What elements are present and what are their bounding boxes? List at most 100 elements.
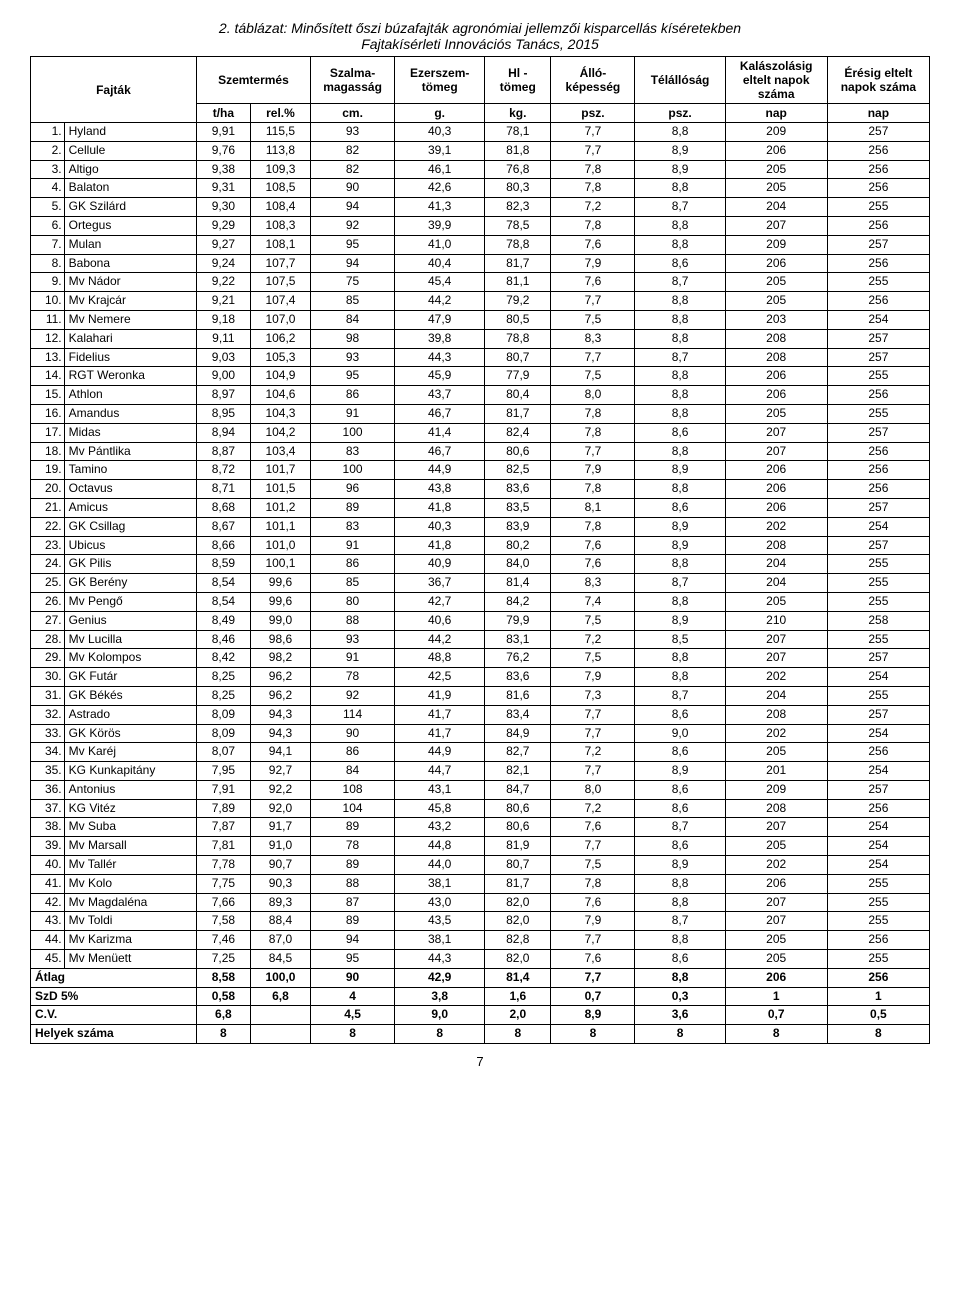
cell-sz: 82 bbox=[311, 141, 395, 160]
cell-er: 256 bbox=[827, 386, 929, 405]
cell-ka: 208 bbox=[725, 329, 827, 348]
cell-te: 8,6 bbox=[635, 423, 725, 442]
cell-te: 3,6 bbox=[635, 1006, 725, 1025]
cell-rel: 104,2 bbox=[250, 423, 310, 442]
cell-rel: 99,6 bbox=[250, 574, 310, 593]
table-row: 1.Hyland9,91115,59340,378,17,78,8209257 bbox=[31, 123, 930, 142]
cell-te: 8,6 bbox=[635, 254, 725, 273]
cell-er: 254 bbox=[827, 837, 929, 856]
table-row: 16.Amandus8,95104,39146,781,77,88,820525… bbox=[31, 404, 930, 423]
cell-rel bbox=[250, 1025, 310, 1044]
cell-hl: 81,7 bbox=[485, 874, 551, 893]
cell-ka: 206 bbox=[725, 386, 827, 405]
cell-te: 8,8 bbox=[635, 555, 725, 574]
row-name: Mv Pengő bbox=[64, 592, 196, 611]
row-num: 21. bbox=[31, 498, 65, 517]
cell-ka: 202 bbox=[725, 724, 827, 743]
cell-tha: 8,46 bbox=[196, 630, 250, 649]
cell-sz: 88 bbox=[311, 611, 395, 630]
row-name: Hyland bbox=[64, 123, 196, 142]
cell-al: 8,1 bbox=[551, 498, 635, 517]
cell-hl: 81,7 bbox=[485, 404, 551, 423]
title-block: 2. táblázat: Minősített őszi búzafajták … bbox=[30, 20, 930, 52]
cell-ka: 207 bbox=[725, 630, 827, 649]
cell-er: 255 bbox=[827, 198, 929, 217]
cell-ka: 207 bbox=[725, 893, 827, 912]
cell-al: 8,3 bbox=[551, 574, 635, 593]
cell-ez: 41,3 bbox=[395, 198, 485, 217]
cell-ka: 206 bbox=[725, 968, 827, 987]
table-row: 29.Mv Kolompos8,4298,29148,876,27,58,820… bbox=[31, 649, 930, 668]
cell-hl: 79,9 bbox=[485, 611, 551, 630]
table-row: 7.Mulan9,27108,19541,078,87,68,8209257 bbox=[31, 235, 930, 254]
row-name: Mv Karéj bbox=[64, 743, 196, 762]
cell-er: 257 bbox=[827, 123, 929, 142]
cell-tha: 7,46 bbox=[196, 931, 250, 950]
row-name: Cellule bbox=[64, 141, 196, 160]
row-num: 44. bbox=[31, 931, 65, 950]
cell-te: 8,8 bbox=[635, 292, 725, 311]
cell-hl: 79,2 bbox=[485, 292, 551, 311]
row-name: Astrado bbox=[64, 705, 196, 724]
row-num: 16. bbox=[31, 404, 65, 423]
cell-tha: 8,54 bbox=[196, 574, 250, 593]
row-name: GK Békés bbox=[64, 686, 196, 705]
cell-sz: 8 bbox=[311, 1025, 395, 1044]
cell-tha: 9,18 bbox=[196, 310, 250, 329]
row-num: 40. bbox=[31, 856, 65, 875]
cell-er: 255 bbox=[827, 574, 929, 593]
cell-hl: 82,0 bbox=[485, 912, 551, 931]
cell-tha: 8,25 bbox=[196, 686, 250, 705]
cell-ez: 41,4 bbox=[395, 423, 485, 442]
cell-rel: 96,2 bbox=[250, 686, 310, 705]
cell-al: 7,6 bbox=[551, 893, 635, 912]
cell-ka: 205 bbox=[725, 160, 827, 179]
row-name: GK Szilárd bbox=[64, 198, 196, 217]
table-row: 42.Mv Magdaléna7,6689,38743,082,07,68,82… bbox=[31, 893, 930, 912]
table-row: 30.GK Futár8,2596,27842,583,67,98,820225… bbox=[31, 668, 930, 687]
cell-rel: 108,1 bbox=[250, 235, 310, 254]
cell-sz: 75 bbox=[311, 273, 395, 292]
cell-hl: 84,9 bbox=[485, 724, 551, 743]
cell-ez: 39,1 bbox=[395, 141, 485, 160]
cell-tha: 9,38 bbox=[196, 160, 250, 179]
cell-ez: 47,9 bbox=[395, 310, 485, 329]
cell-hl: 80,7 bbox=[485, 856, 551, 875]
cell-te: 8,5 bbox=[635, 630, 725, 649]
row-name: KG Vitéz bbox=[64, 799, 196, 818]
row-num: 2. bbox=[31, 141, 65, 160]
table-row: 8.Babona9,24107,79440,481,77,98,6206256 bbox=[31, 254, 930, 273]
cell-sz: 94 bbox=[311, 198, 395, 217]
cell-hl: 8 bbox=[485, 1025, 551, 1044]
hdr-szemtermes: Szemtermés bbox=[196, 57, 310, 104]
row-num: 45. bbox=[31, 950, 65, 969]
cell-ka: 204 bbox=[725, 574, 827, 593]
cell-ka: 204 bbox=[725, 686, 827, 705]
table-row: 5.GK Szilárd9,30108,49441,382,37,28,7204… bbox=[31, 198, 930, 217]
cell-al: 8 bbox=[551, 1025, 635, 1044]
cell-ez: 42,7 bbox=[395, 592, 485, 611]
cell-hl: 80,6 bbox=[485, 799, 551, 818]
cell-sz: 86 bbox=[311, 386, 395, 405]
cell-ez: 40,6 bbox=[395, 611, 485, 630]
unit-g: g. bbox=[395, 104, 485, 123]
row-num: 33. bbox=[31, 724, 65, 743]
cell-te: 9,0 bbox=[635, 724, 725, 743]
cell-ka: 207 bbox=[725, 423, 827, 442]
cell-hl: 82,3 bbox=[485, 198, 551, 217]
cell-tha: 9,24 bbox=[196, 254, 250, 273]
cell-ez: 44,3 bbox=[395, 348, 485, 367]
cell-er: 254 bbox=[827, 856, 929, 875]
cell-er: 256 bbox=[827, 461, 929, 480]
cell-rel: 109,3 bbox=[250, 160, 310, 179]
row-num: 7. bbox=[31, 235, 65, 254]
cell-ka: 206 bbox=[725, 498, 827, 517]
row-num: 39. bbox=[31, 837, 65, 856]
cell-ka: 206 bbox=[725, 367, 827, 386]
row-num: 18. bbox=[31, 442, 65, 461]
cell-rel: 103,4 bbox=[250, 442, 310, 461]
cell-tha: 8,66 bbox=[196, 536, 250, 555]
row-num: 43. bbox=[31, 912, 65, 931]
cell-tha: 7,66 bbox=[196, 893, 250, 912]
cell-ka: 210 bbox=[725, 611, 827, 630]
